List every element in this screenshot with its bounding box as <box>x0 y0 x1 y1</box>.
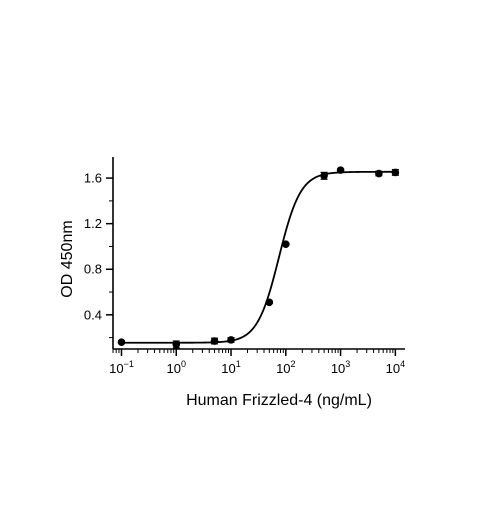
data-point <box>336 166 345 174</box>
data-point <box>210 337 219 345</box>
y-tick-label: 0.4 <box>84 307 102 322</box>
data-point <box>320 171 328 180</box>
x-tick-label: 101 <box>221 359 240 376</box>
y-axis-ticks: 0.4 0.8 1.2 1.6 <box>84 171 113 339</box>
data-point <box>172 340 181 349</box>
x-tick-label: 10−1 <box>109 359 134 376</box>
x-tick-label: 104 <box>386 359 405 376</box>
y-tick-label: 1.2 <box>84 216 102 231</box>
x-axis-ticks: 10−1 100 101 102 103 104 <box>109 349 405 376</box>
point-marker <box>172 340 181 349</box>
data-point <box>117 338 126 346</box>
point-marker <box>117 338 126 346</box>
point-marker <box>210 337 219 345</box>
y-tick-label: 0.8 <box>84 262 102 277</box>
data-point <box>227 336 235 344</box>
data-point <box>375 169 383 178</box>
x-tick-label: 103 <box>331 359 350 376</box>
fit-curve <box>121 170 396 344</box>
point-marker <box>265 298 274 307</box>
point-marker <box>282 240 290 248</box>
data-point <box>282 240 290 248</box>
point-marker <box>391 168 400 177</box>
axes <box>112 157 405 350</box>
data-point <box>391 168 400 177</box>
y-tick-label: 1.6 <box>84 171 102 186</box>
point-marker <box>375 169 383 178</box>
x-tick-label: 100 <box>167 359 186 376</box>
data-point <box>265 298 274 307</box>
data-points <box>117 166 400 349</box>
x-axis-title: Human Frizzled-4 (ng/mL) <box>186 392 372 409</box>
x-tick-label: 102 <box>276 359 295 376</box>
point-marker <box>320 172 328 180</box>
point-marker <box>336 166 345 174</box>
y-axis-title: OD 450nm <box>59 220 76 297</box>
point-marker <box>227 336 235 344</box>
